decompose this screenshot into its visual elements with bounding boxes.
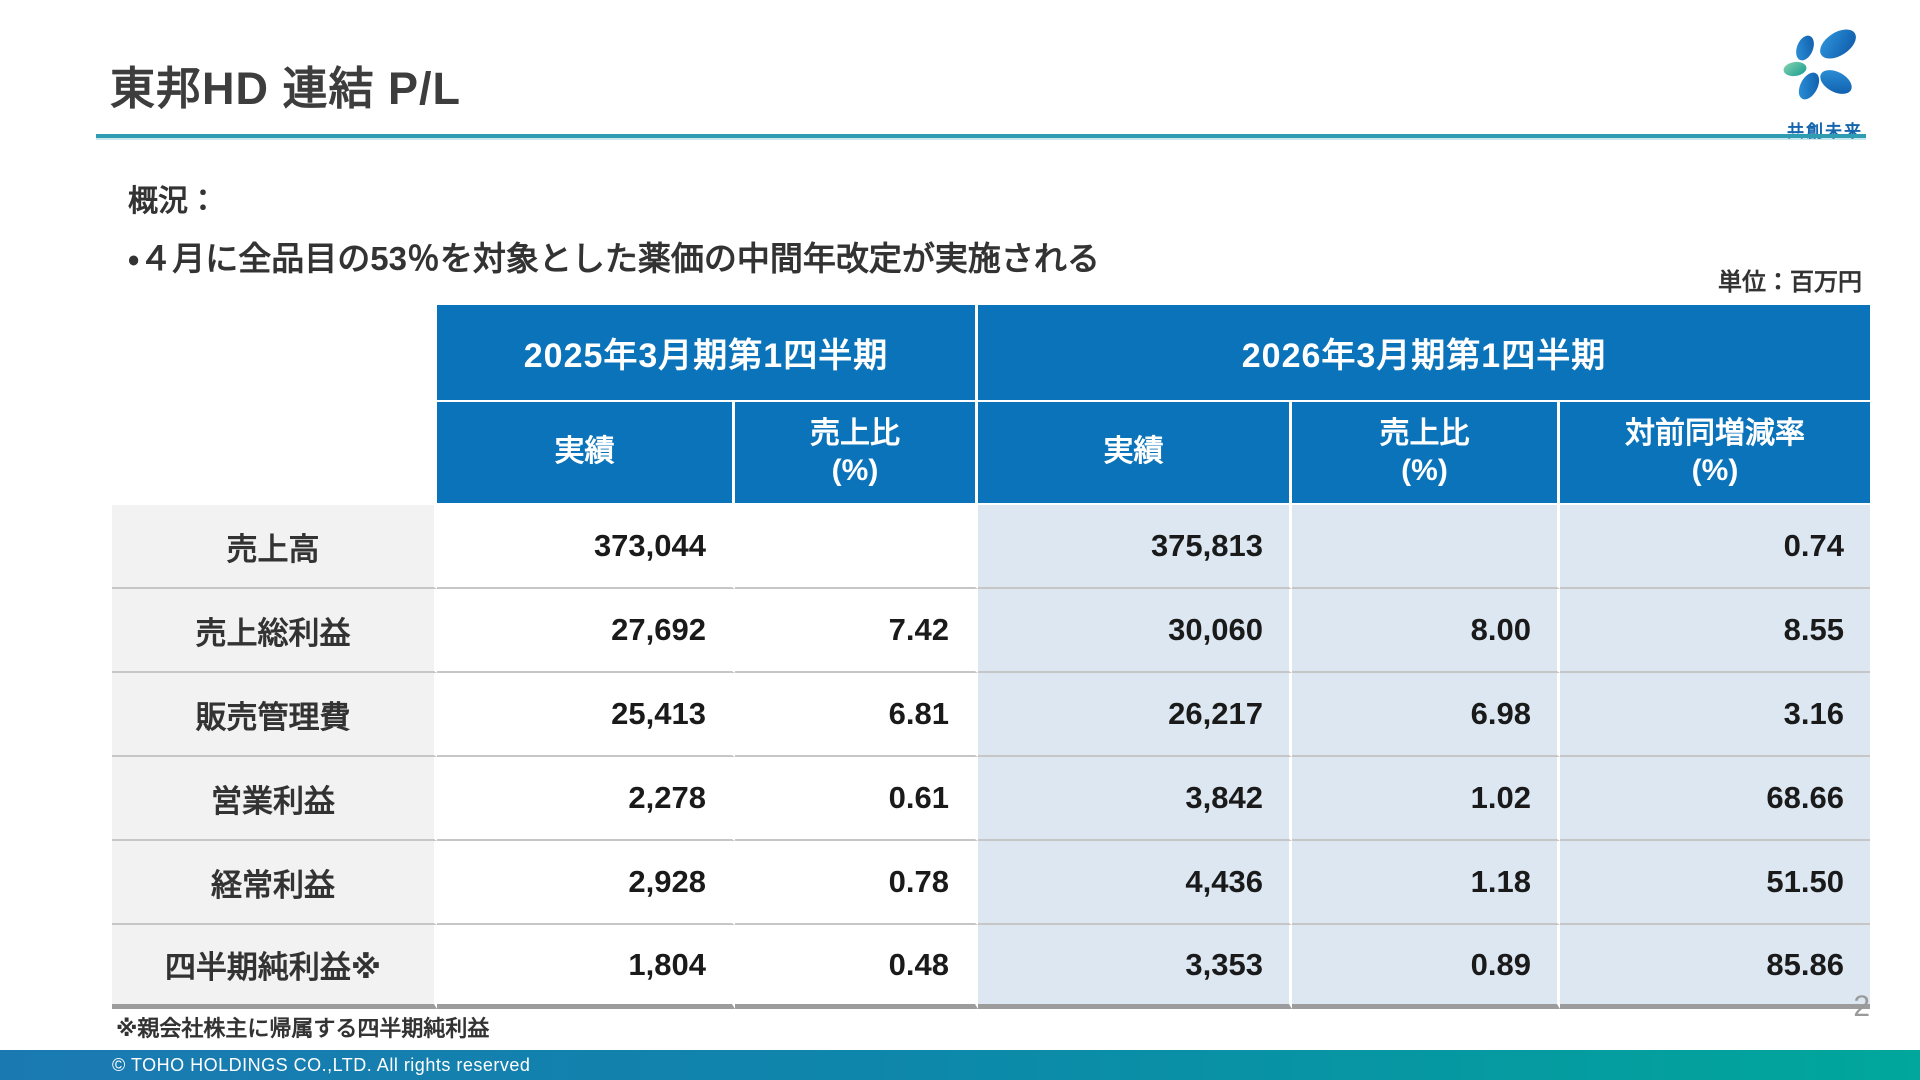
col-header-line2: (%) — [831, 453, 879, 487]
overview-section: 概況： ・４月に全品目の53％を対象とした薬価の中間年改定が実施される — [128, 176, 1100, 280]
cell-2025-actual: 2,278 — [437, 757, 735, 841]
cell-2025-ratio: 0.48 — [735, 925, 978, 1009]
footer-bar: © TOHO HOLDINGS CO.,LTD. All rights rese… — [0, 1050, 1920, 1080]
unit-note: 単位：百万円 — [1718, 269, 1862, 296]
cell-2025-actual: 2,928 — [437, 841, 735, 925]
row-label-ordinary-income: 経常利益 — [112, 841, 437, 925]
cell-yoy: 68.66 — [1560, 757, 1870, 841]
title-underline — [96, 134, 1866, 138]
cell-2026-actual: 26,217 — [978, 673, 1292, 757]
cell-2026-ratio — [1292, 505, 1560, 589]
cell-2026-ratio: 0.89 — [1292, 925, 1560, 1009]
cell-2026-ratio: 1.18 — [1292, 841, 1560, 925]
col-header-line2: (%) — [1401, 453, 1448, 487]
cell-2025-actual: 373,044 — [437, 505, 735, 589]
logo: 共創未来 — [1770, 24, 1880, 142]
row-label-net-sales: 売上高 — [112, 505, 437, 589]
page-number: 2 — [1853, 990, 1870, 1023]
cell-yoy: 85.86 — [1560, 925, 1870, 1009]
overview-bullet: ・４月に全品目の53％を対象とした薬価の中間年改定が実施される — [128, 240, 1100, 277]
col-header-line1: 対前同増減率 — [1625, 416, 1805, 450]
col-header-2026-actual: 実績 — [978, 402, 1292, 505]
copyright-text: © TOHO HOLDINGS CO.,LTD. All rights rese… — [112, 1054, 531, 1075]
row-label-quarterly-net-income: 四半期純利益※ — [112, 925, 437, 1009]
col-header-2026-sales-ratio: 売上比 (%) — [1292, 402, 1560, 505]
cell-2025-ratio: 0.78 — [735, 841, 978, 925]
overview-heading: 概況： — [128, 185, 218, 218]
col-header-line1: 実績 — [554, 435, 615, 469]
cell-2025-ratio — [735, 505, 978, 589]
cell-2026-actual: 3,353 — [978, 925, 1292, 1009]
cell-2025-ratio: 0.61 — [735, 757, 978, 841]
cell-2025-actual: 1,804 — [437, 925, 735, 1009]
cell-2025-actual: 27,692 — [437, 589, 735, 673]
row-label-gross-profit: 売上総利益 — [112, 589, 437, 673]
col-header-line1: 実績 — [1103, 435, 1164, 469]
row-label-sga-expenses: 販売管理費 — [112, 673, 437, 757]
cell-yoy: 51.50 — [1560, 841, 1870, 925]
pl-table: 2025年3月期第1四半期 2026年3月期第1四半期 実績 売上比 (%) 実… — [112, 305, 1870, 1009]
cell-yoy: 3.16 — [1560, 673, 1870, 757]
logo-text: 共創未来 — [1787, 122, 1863, 141]
table-corner-blank — [112, 402, 437, 505]
cell-yoy: 8.55 — [1560, 589, 1870, 673]
cell-2026-ratio: 6.98 — [1292, 673, 1560, 757]
col-header-line1: 売上比 — [1379, 416, 1470, 450]
cell-yoy: 0.74 — [1560, 505, 1870, 589]
row-label-operating-income: 営業利益 — [112, 757, 437, 841]
cell-2026-ratio: 8.00 — [1292, 589, 1560, 673]
page-title: 東邦HD 連結 P/L — [110, 63, 462, 114]
table-corner-blank — [112, 305, 437, 402]
cell-2025-ratio: 7.42 — [735, 589, 978, 673]
footnote: ※親会社株主に帰属する四半期純利益 — [116, 1016, 490, 1041]
col-header-line2: (%) — [1691, 453, 1739, 487]
cell-2026-actual: 3,842 — [978, 757, 1292, 841]
cell-2025-actual: 25,413 — [437, 673, 735, 757]
cell-2026-actual: 375,813 — [978, 505, 1292, 589]
cell-2025-ratio: 6.81 — [735, 673, 978, 757]
col-header-line1: 売上比 — [810, 416, 900, 450]
col-header-2025-sales-ratio: 売上比 (%) — [735, 402, 978, 505]
cell-2026-actual: 30,060 — [978, 589, 1292, 673]
cell-2026-ratio: 1.02 — [1292, 757, 1560, 841]
logo-flower-icon — [1783, 29, 1856, 100]
cell-2026-actual: 4,436 — [978, 841, 1292, 925]
col-group-fy2026q1: 2026年3月期第1四半期 — [978, 305, 1870, 402]
col-header-2025-actual: 実績 — [437, 402, 735, 505]
col-header-yoy-change: 対前同増減率 (%) — [1560, 402, 1870, 505]
col-group-fy2025q1: 2025年3月期第1四半期 — [437, 305, 978, 402]
